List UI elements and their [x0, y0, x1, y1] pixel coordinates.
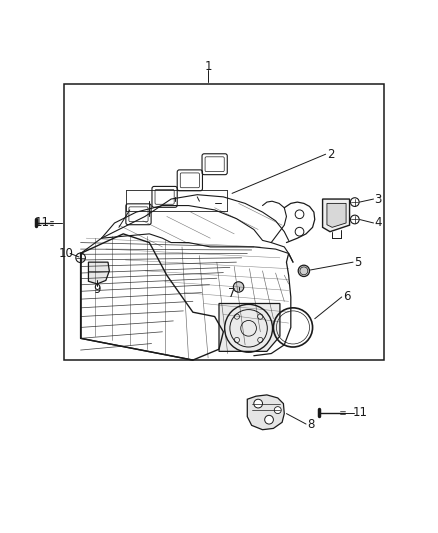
Text: 11: 11 — [34, 216, 49, 230]
Polygon shape — [219, 303, 280, 351]
Circle shape — [265, 415, 273, 424]
Circle shape — [298, 265, 310, 277]
Polygon shape — [327, 204, 346, 228]
Text: 9: 9 — [93, 283, 101, 296]
Polygon shape — [247, 395, 284, 430]
Text: 7: 7 — [228, 287, 236, 300]
Text: 6: 6 — [343, 290, 350, 303]
Text: 8: 8 — [307, 417, 315, 431]
Text: 2: 2 — [328, 148, 335, 161]
Text: 11: 11 — [353, 406, 368, 419]
Text: 5: 5 — [355, 256, 362, 269]
Polygon shape — [322, 199, 350, 232]
Text: 1: 1 — [205, 60, 212, 73]
Text: 3: 3 — [374, 192, 381, 206]
Bar — [64, 84, 385, 360]
Circle shape — [233, 282, 244, 292]
Polygon shape — [88, 262, 110, 284]
Text: 4: 4 — [374, 216, 381, 230]
Circle shape — [274, 407, 281, 414]
Text: 10: 10 — [58, 247, 73, 260]
Circle shape — [254, 399, 262, 408]
